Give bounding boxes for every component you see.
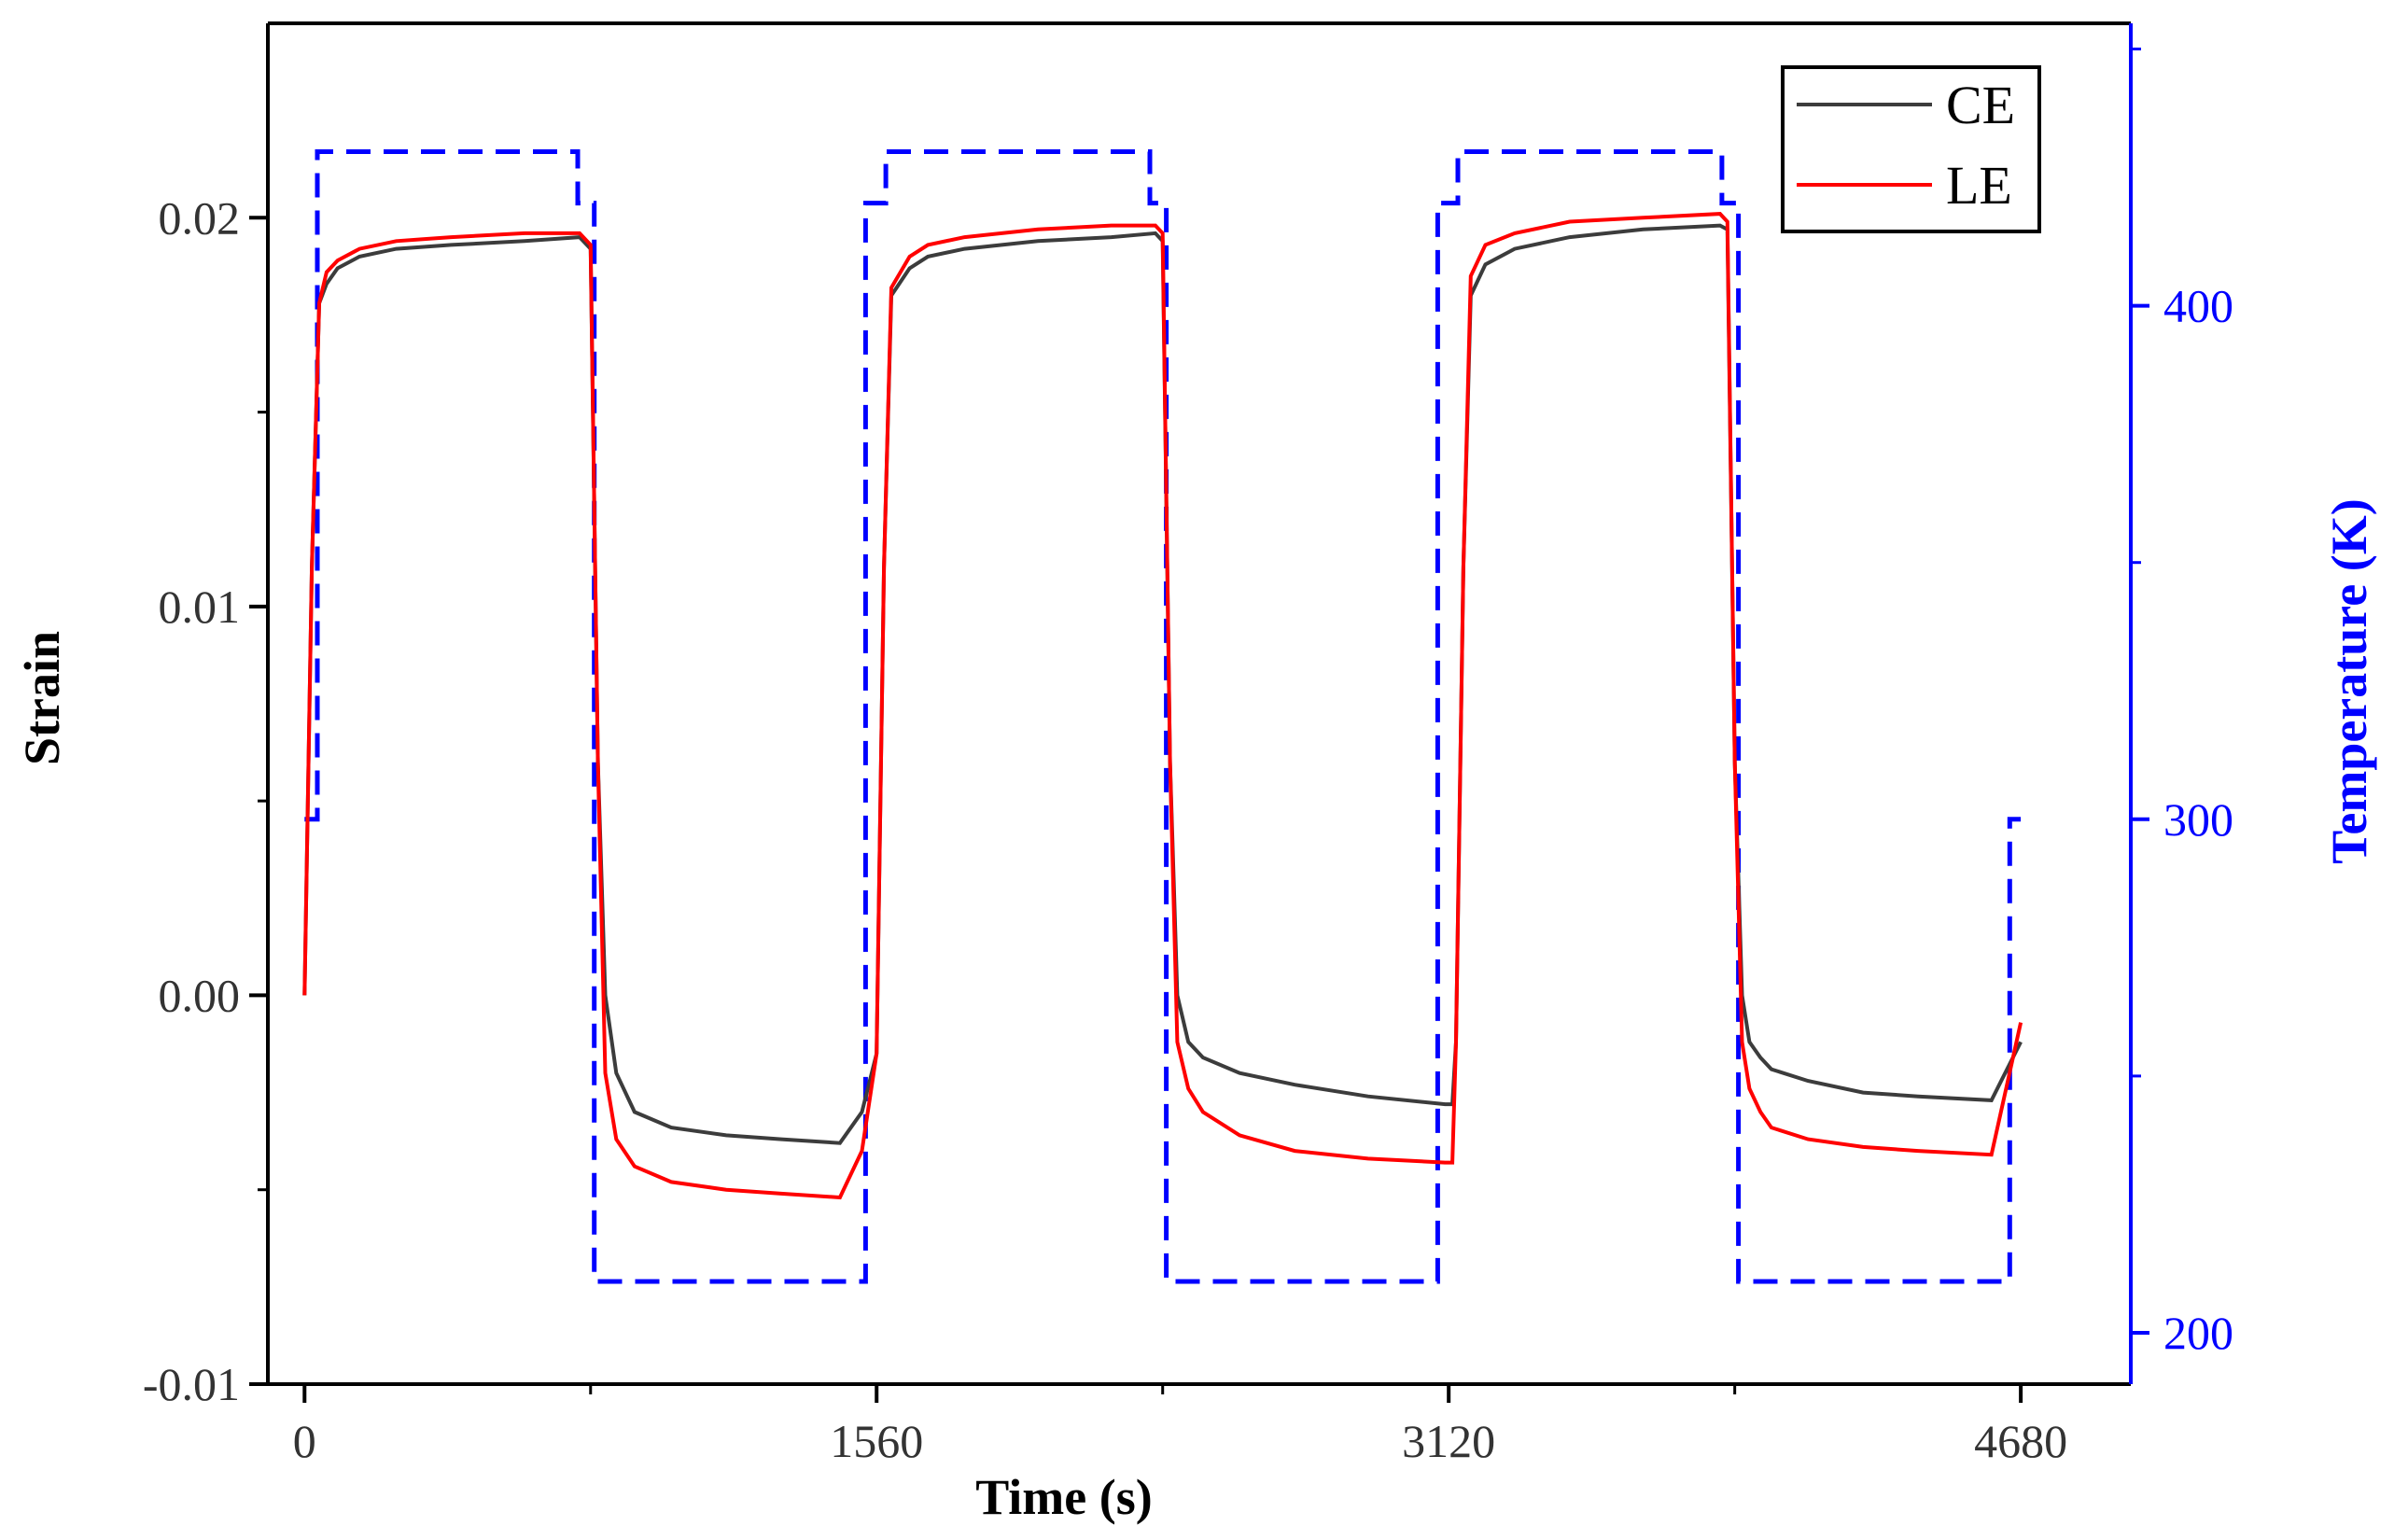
series-line-temperature [304, 149, 2022, 1284]
legend-box [1781, 65, 2041, 233]
series-layer [302, 149, 2023, 1284]
series-line-le [302, 212, 2023, 1200]
x-tick-label: 0 [293, 1415, 316, 1467]
y-tick-label: 0.01 [159, 581, 241, 633]
y-right-tick-label: 200 [2163, 1307, 2233, 1359]
y-tick-label: 0.02 [159, 191, 241, 244]
legend-label-le: LE [1946, 155, 2012, 216]
y-axis-right-title: Temperature (K) [2321, 498, 2377, 863]
y-tick-label: 0.00 [159, 969, 241, 1021]
x-axis-title: Time (s) [975, 1469, 1152, 1525]
legend-label-ce: CE [1946, 75, 2015, 135]
x-tick-label: 4680 [1974, 1415, 2067, 1467]
y-right-tick-label: 300 [2163, 793, 2233, 846]
legend: CE LE [1781, 65, 2041, 233]
y-right-tick-label: 400 [2163, 280, 2233, 332]
y-tick-label: -0.01 [143, 1358, 240, 1410]
y-axis-title: Strain [14, 631, 70, 765]
x-tick-label: 3120 [1402, 1415, 1495, 1467]
x-tick-label: 1560 [830, 1415, 923, 1467]
axes-layer: -0.01 0.00 0.01 0.02 200 300 400 0 1560 3120 4680 [143, 21, 2233, 1467]
